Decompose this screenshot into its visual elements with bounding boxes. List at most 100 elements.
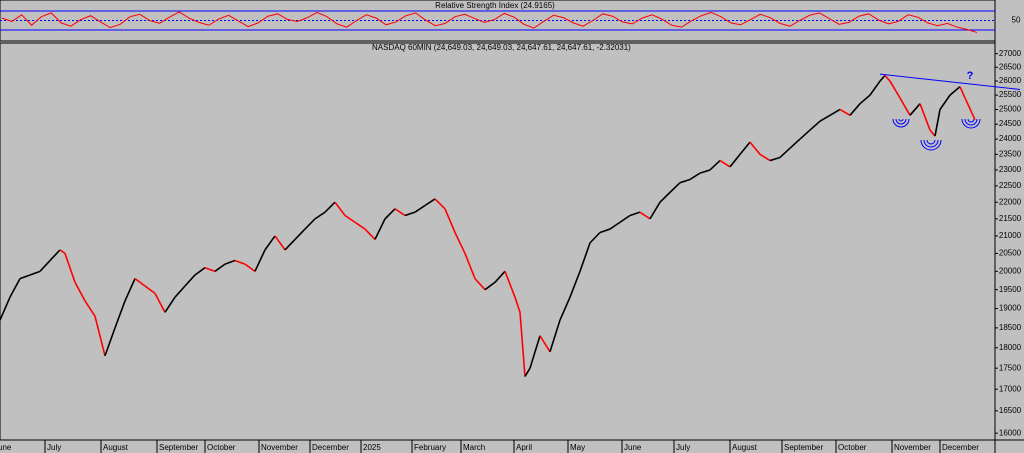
price-segment	[19, 274, 31, 280]
price-segment	[539, 335, 551, 353]
y-tick-label: 19000	[999, 304, 1022, 313]
price-segment	[519, 312, 526, 377]
cup-marks	[892, 118, 981, 151]
price-segment	[334, 201, 346, 216]
price-pane	[0, 42, 996, 441]
price-segment	[559, 296, 571, 321]
y-tick-label: 20000	[999, 266, 1022, 275]
price-segment	[529, 335, 541, 369]
price-segment	[264, 235, 276, 251]
price-segment	[589, 231, 601, 244]
y-tick-label: 16500	[999, 406, 1022, 415]
price-segment	[144, 285, 156, 295]
x-tick-label: May	[570, 443, 585, 452]
price-segment	[699, 169, 711, 174]
price-segment	[214, 263, 226, 272]
y-tick-label: 26500	[999, 62, 1022, 71]
price-segment	[124, 278, 136, 302]
price-segment	[719, 159, 731, 168]
price-segment	[474, 278, 486, 291]
price-segment	[234, 259, 246, 265]
price-segment	[629, 211, 641, 217]
price-segment	[669, 182, 681, 193]
price-segment	[729, 153, 741, 168]
price-segment	[494, 270, 506, 283]
price-segment	[884, 74, 891, 82]
price-segment	[49, 249, 61, 262]
y-tick-label: 22500	[999, 181, 1022, 190]
price-segment	[354, 221, 366, 230]
y-tick-label: 21000	[999, 231, 1022, 240]
x-tick-label: 2025	[363, 443, 381, 452]
price-segment	[689, 172, 701, 181]
x-tick-label: September	[159, 443, 198, 452]
price-segment	[184, 274, 196, 287]
price-segment	[504, 271, 516, 298]
price-segment	[204, 266, 216, 273]
price-segment	[934, 109, 941, 137]
price-segment	[424, 198, 436, 207]
price-segment	[749, 141, 761, 155]
y-tick-label: 24000	[999, 134, 1022, 143]
price-segment	[949, 86, 961, 96]
y-tick-label: 16000	[999, 428, 1022, 437]
y-tick-label: 18500	[999, 323, 1022, 332]
price-segment	[799, 129, 811, 140]
price-segment	[659, 191, 671, 203]
price-segment	[779, 147, 791, 159]
price-segment	[9, 278, 21, 298]
price-segment	[524, 367, 531, 377]
price-segment	[284, 238, 296, 251]
price-segment	[919, 103, 931, 131]
price-segment	[899, 97, 911, 116]
price-segment	[829, 108, 841, 117]
price-segment	[849, 103, 861, 116]
price-segment	[324, 201, 336, 213]
y-tick-label: 17500	[999, 363, 1022, 372]
price-segment	[94, 316, 106, 357]
y-tick-label: 17000	[999, 384, 1022, 393]
y-tick-label: 25000	[999, 105, 1022, 114]
price-segment	[819, 114, 831, 122]
annotation: ?	[967, 70, 974, 82]
price-segment	[394, 208, 406, 217]
price-segment	[174, 285, 186, 298]
price-segment	[789, 138, 801, 149]
price-segment	[464, 253, 476, 279]
price-segment	[964, 97, 976, 121]
y-tick-label: 22000	[999, 197, 1022, 206]
price-title: NASDAQ 60MIN (24,649.03, 24,649.03, 24,6…	[372, 43, 631, 52]
price-segment	[414, 204, 426, 213]
price-segment	[39, 259, 51, 272]
x-tick-label: July	[47, 443, 61, 452]
price-segment	[679, 178, 691, 184]
price-segment	[759, 153, 771, 162]
x-tick-label: October	[838, 443, 867, 452]
price-segment	[869, 80, 881, 96]
price-segment	[294, 228, 306, 240]
x-tick-label: July	[676, 443, 690, 452]
price-segment	[959, 86, 966, 99]
y-tick-label: 50	[1012, 16, 1021, 25]
price-segment	[739, 141, 751, 155]
price-segment	[134, 277, 146, 287]
price-segment	[384, 208, 396, 220]
price-segment	[879, 74, 886, 82]
price-segment	[909, 103, 921, 116]
x-tick-label: November	[261, 443, 298, 452]
price-segment	[859, 94, 871, 105]
y-tick-label: 21500	[999, 214, 1022, 223]
price-segment	[599, 228, 611, 234]
x-tick-label: December	[312, 443, 349, 452]
price-segment	[59, 249, 66, 255]
x-tick-label: September	[784, 443, 823, 452]
price-segment	[404, 211, 416, 217]
y-tick-label: 24500	[999, 119, 1022, 128]
price-segment	[154, 293, 166, 313]
price-segment	[0, 296, 11, 321]
x-tick-label: March	[463, 443, 485, 452]
y-tick-label: 23500	[999, 149, 1022, 158]
y-tick-label: 27000	[999, 49, 1022, 58]
price-segment	[364, 228, 376, 240]
